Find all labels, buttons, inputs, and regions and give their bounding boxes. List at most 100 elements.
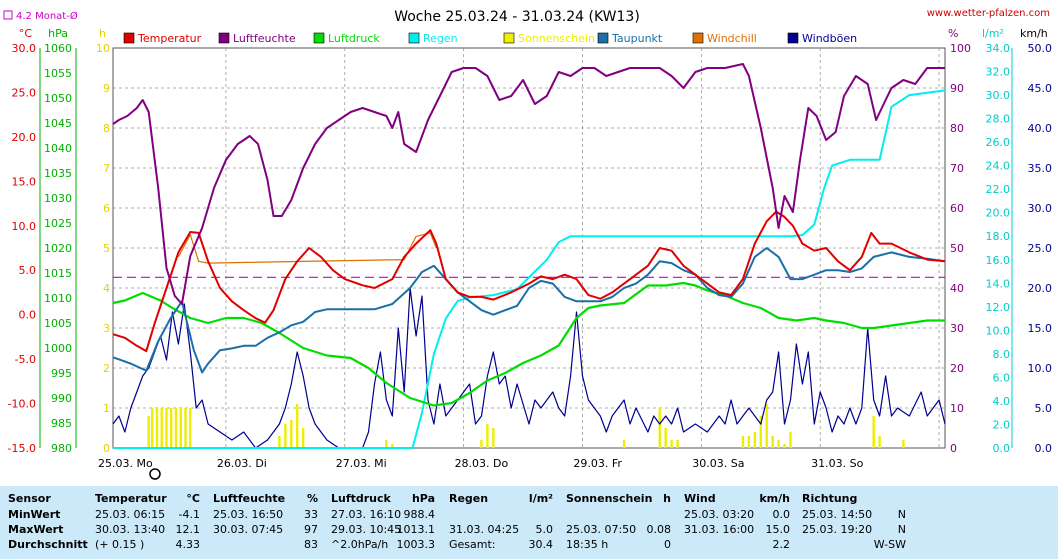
y-tick-temp: 0.0: [19, 309, 37, 322]
y-tick-wind: 45.0: [1028, 82, 1053, 95]
sunshine-bar: [676, 440, 679, 448]
stats-cell: 2.2: [772, 538, 791, 551]
y-tick-sun: 9: [103, 82, 110, 95]
y-tick-hum: 70: [950, 162, 964, 175]
x-tick-label: 25.03. Mo: [98, 457, 153, 470]
stats-header: hPa: [411, 492, 435, 505]
stats-header: Richtung: [802, 492, 858, 505]
stats-cell: 4.33: [175, 538, 201, 551]
y-tick-temp: 20.0: [12, 131, 37, 144]
y-tick-sun: 6: [103, 202, 110, 215]
sunshine-bar: [147, 416, 150, 448]
y-tick-wind: 25.0: [1028, 242, 1053, 255]
legend-label: Windböen: [802, 32, 857, 45]
stats-cell: 12.1: [175, 523, 201, 536]
sunshine-bar: [789, 432, 792, 448]
stats-cell: 25.03. 19:20: [802, 523, 873, 536]
sunshine-bar: [165, 408, 168, 448]
sunshine-bar: [155, 408, 159, 448]
monthly-avg-marker-icon: [3, 10, 13, 20]
sunshine-bar: [151, 408, 154, 448]
stats-cell: 0: [664, 538, 671, 551]
x-axis: 25.03. Mo 26.03. Di 27.03. Mi 28.03. Do 29.0…: [98, 457, 864, 470]
stats-cell: 25.03. 16:50: [213, 508, 284, 521]
sunshine-bar: [160, 408, 163, 448]
y-tick-rain: 10.0: [986, 324, 1011, 337]
y-tick-sun: 5: [103, 242, 110, 255]
x-tick-label: 30.03. Sa: [692, 457, 744, 470]
stats-header: %: [306, 492, 318, 505]
y-tick-temp: 10.0: [12, 220, 37, 233]
stats-cell: 1003.3: [396, 538, 436, 551]
y-tick-hum: 40: [950, 282, 964, 295]
legend: Temperatur Luftfeuchte Luftdruck Regen Sonne…: [123, 32, 857, 45]
sunshine-bar: [184, 408, 187, 448]
stats-cell: 31.03. 04:25: [449, 523, 520, 536]
y-tick-rain: 4.0: [993, 395, 1011, 408]
y-unit-sun: h: [99, 27, 106, 40]
stats-cell: 25.03. 14:50: [802, 508, 873, 521]
legend-swatch: [408, 32, 420, 44]
y-tick-press: 1020: [44, 242, 72, 255]
series-line-luftdruck: [112, 281, 945, 407]
stats-cell: 25.03. 06:15: [95, 508, 166, 521]
stats-cell: 1013.1: [396, 523, 436, 536]
y-tick-rain: 0.0: [993, 442, 1011, 455]
legend-swatch: [597, 32, 609, 44]
y-tick-press: 1025: [44, 217, 72, 230]
y-tick-temp: -5.0: [15, 353, 36, 366]
stats-cell: ^2.0hPa/h: [331, 538, 389, 551]
stats-header: Temperatur: [95, 492, 167, 505]
stats-cell: (+ 0.15 ): [95, 538, 145, 551]
sunshine-bar: [741, 436, 745, 448]
legend-swatch: [218, 32, 230, 44]
stats-cell: 0.08: [646, 523, 672, 536]
y-tick-temp: -10.0: [8, 398, 36, 411]
y-tick-rain: 28.0: [986, 113, 1011, 126]
y-tick-hum: 60: [950, 202, 964, 215]
stats-header: Wind: [684, 492, 716, 505]
stats-cell: N: [897, 508, 906, 521]
sunshine-bar: [492, 428, 495, 448]
y-tick-rain: 6.0: [993, 371, 1011, 384]
sunshine-bar: [622, 440, 626, 448]
y-tick-temp: 25.0: [12, 86, 37, 99]
sunshine-bar: [765, 404, 768, 448]
legend-swatch: [313, 32, 325, 44]
y-tick-wind: 10.0: [1028, 362, 1053, 375]
series-line-regen: [113, 89, 946, 449]
y-tick-temp: 15.0: [12, 175, 37, 188]
sunshine-bar: [878, 436, 881, 448]
y-tick-wind: 15.0: [1028, 322, 1053, 335]
sunshine-bar: [278, 436, 281, 448]
y-tick-wind: 35.0: [1028, 162, 1053, 175]
legend-label: Sonnenschein: [518, 32, 595, 45]
website-link[interactable]: www.wetter-pfalzen.com: [927, 8, 1050, 19]
x-tick-label: 31.03. So: [811, 457, 863, 470]
stats-cell: 27.03. 16:10: [331, 508, 402, 521]
y-tick-hum: 50: [950, 242, 964, 255]
legend-label: Luftfeuchte: [233, 32, 296, 45]
stats-cell: 30.03. 07:45: [213, 523, 284, 536]
y-tick-press: 1030: [44, 192, 72, 205]
x-tick-label: 28.03. Do: [455, 457, 509, 470]
y-tick-sun: 4: [103, 282, 110, 295]
sunshine-bar: [284, 424, 287, 448]
y-tick-press: 995: [51, 367, 72, 380]
y-tick-rain: 22.0: [986, 183, 1011, 196]
stats-cell: 30.4: [528, 538, 554, 551]
y-tick-sun: 2: [103, 362, 110, 375]
marker-circle-icon: [149, 468, 161, 480]
sunshine-bar: [777, 440, 780, 448]
right-axes: 100908070605040302010034.032.030.028.026…: [948, 27, 1052, 455]
x-tick-label: 26.03. Di: [217, 457, 267, 470]
stats-header: Sonnenschein: [566, 492, 653, 505]
stats-cell: 18:35 h: [566, 538, 609, 551]
y-tick-hum: 30: [950, 322, 964, 335]
y-tick-wind: 0.0: [1035, 442, 1053, 455]
stats-cell: 25.03. 07:50: [566, 523, 637, 536]
y-tick-sun: 0: [103, 442, 110, 455]
sunshine-bar: [301, 428, 305, 448]
legend-swatch: [503, 32, 515, 44]
stats-cell: -4.1: [178, 508, 200, 521]
